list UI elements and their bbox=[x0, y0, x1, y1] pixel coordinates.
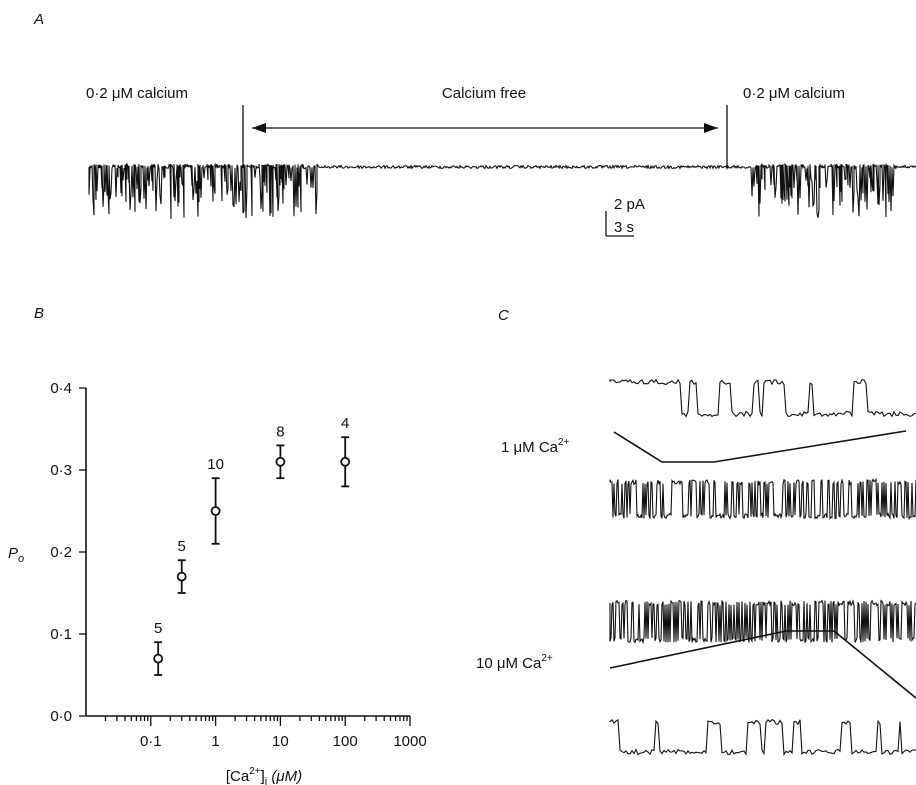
panel-a-current-trace bbox=[88, 162, 916, 219]
arrowhead-left bbox=[252, 123, 266, 133]
scale-time-label: 3 s bbox=[614, 219, 634, 236]
sample-size-label: 4 bbox=[341, 415, 349, 432]
data-point bbox=[275, 456, 286, 467]
panel-a-label: A bbox=[33, 11, 44, 28]
trace-1uM-expanded bbox=[609, 378, 916, 418]
sample-size-label: 5 bbox=[154, 620, 162, 637]
y-axis-label: Po bbox=[8, 545, 24, 565]
po-vs-calcium-chart: 0·0 0·1 0·2 0·3 0·4 0·1 1 10 100 1000 [Ca2+]i (μM)… bbox=[8, 380, 427, 785]
x-tick-label: 1000 bbox=[393, 733, 426, 750]
y-tick-label: 0·0 bbox=[50, 708, 72, 725]
zoom-connector-1 bbox=[613, 430, 907, 463]
sample-size-label: 10 bbox=[207, 456, 224, 473]
trace-label-1uM: 1 μM Ca2+ bbox=[501, 437, 570, 456]
sample-size-label: 8 bbox=[276, 423, 284, 440]
y-tick-label: 0·1 bbox=[50, 626, 72, 643]
zoom-connector-2 bbox=[609, 630, 916, 699]
x-tick-label: 10 bbox=[272, 733, 289, 750]
panel-b-label: B bbox=[34, 305, 44, 322]
y-tick-label: 0·2 bbox=[50, 544, 72, 561]
x-axis-label: [Ca2+]i (μM) bbox=[226, 766, 302, 785]
panel-a-left-condition: 0·2 μM calcium bbox=[86, 85, 188, 102]
y-tick-label: 0·4 bbox=[50, 380, 72, 397]
sample-size-label: 5 bbox=[178, 538, 186, 555]
y-tick-label: 0·3 bbox=[50, 462, 72, 479]
x-tick-label: 100 bbox=[333, 733, 358, 750]
data-point bbox=[210, 506, 221, 516]
x-tick-label: 1 bbox=[211, 733, 219, 750]
trace-10uM-expanded bbox=[609, 718, 916, 757]
trace-1uM-compressed bbox=[609, 477, 916, 521]
panel-c-label: C bbox=[498, 307, 509, 324]
data-point bbox=[153, 653, 164, 664]
scale-current-label: 2 pA bbox=[614, 196, 645, 213]
panel-a-middle-condition: Calcium free bbox=[442, 85, 526, 102]
trace-label-10uM: 10 μM Ca2+ bbox=[476, 653, 553, 672]
trace-10uM-compressed bbox=[609, 598, 916, 645]
data-point bbox=[176, 571, 187, 582]
data-point bbox=[340, 456, 351, 467]
panel-a-right-condition: 0·2 μM calcium bbox=[743, 85, 845, 102]
x-tick-label: 0·1 bbox=[140, 733, 162, 750]
arrowhead-right bbox=[704, 123, 718, 133]
